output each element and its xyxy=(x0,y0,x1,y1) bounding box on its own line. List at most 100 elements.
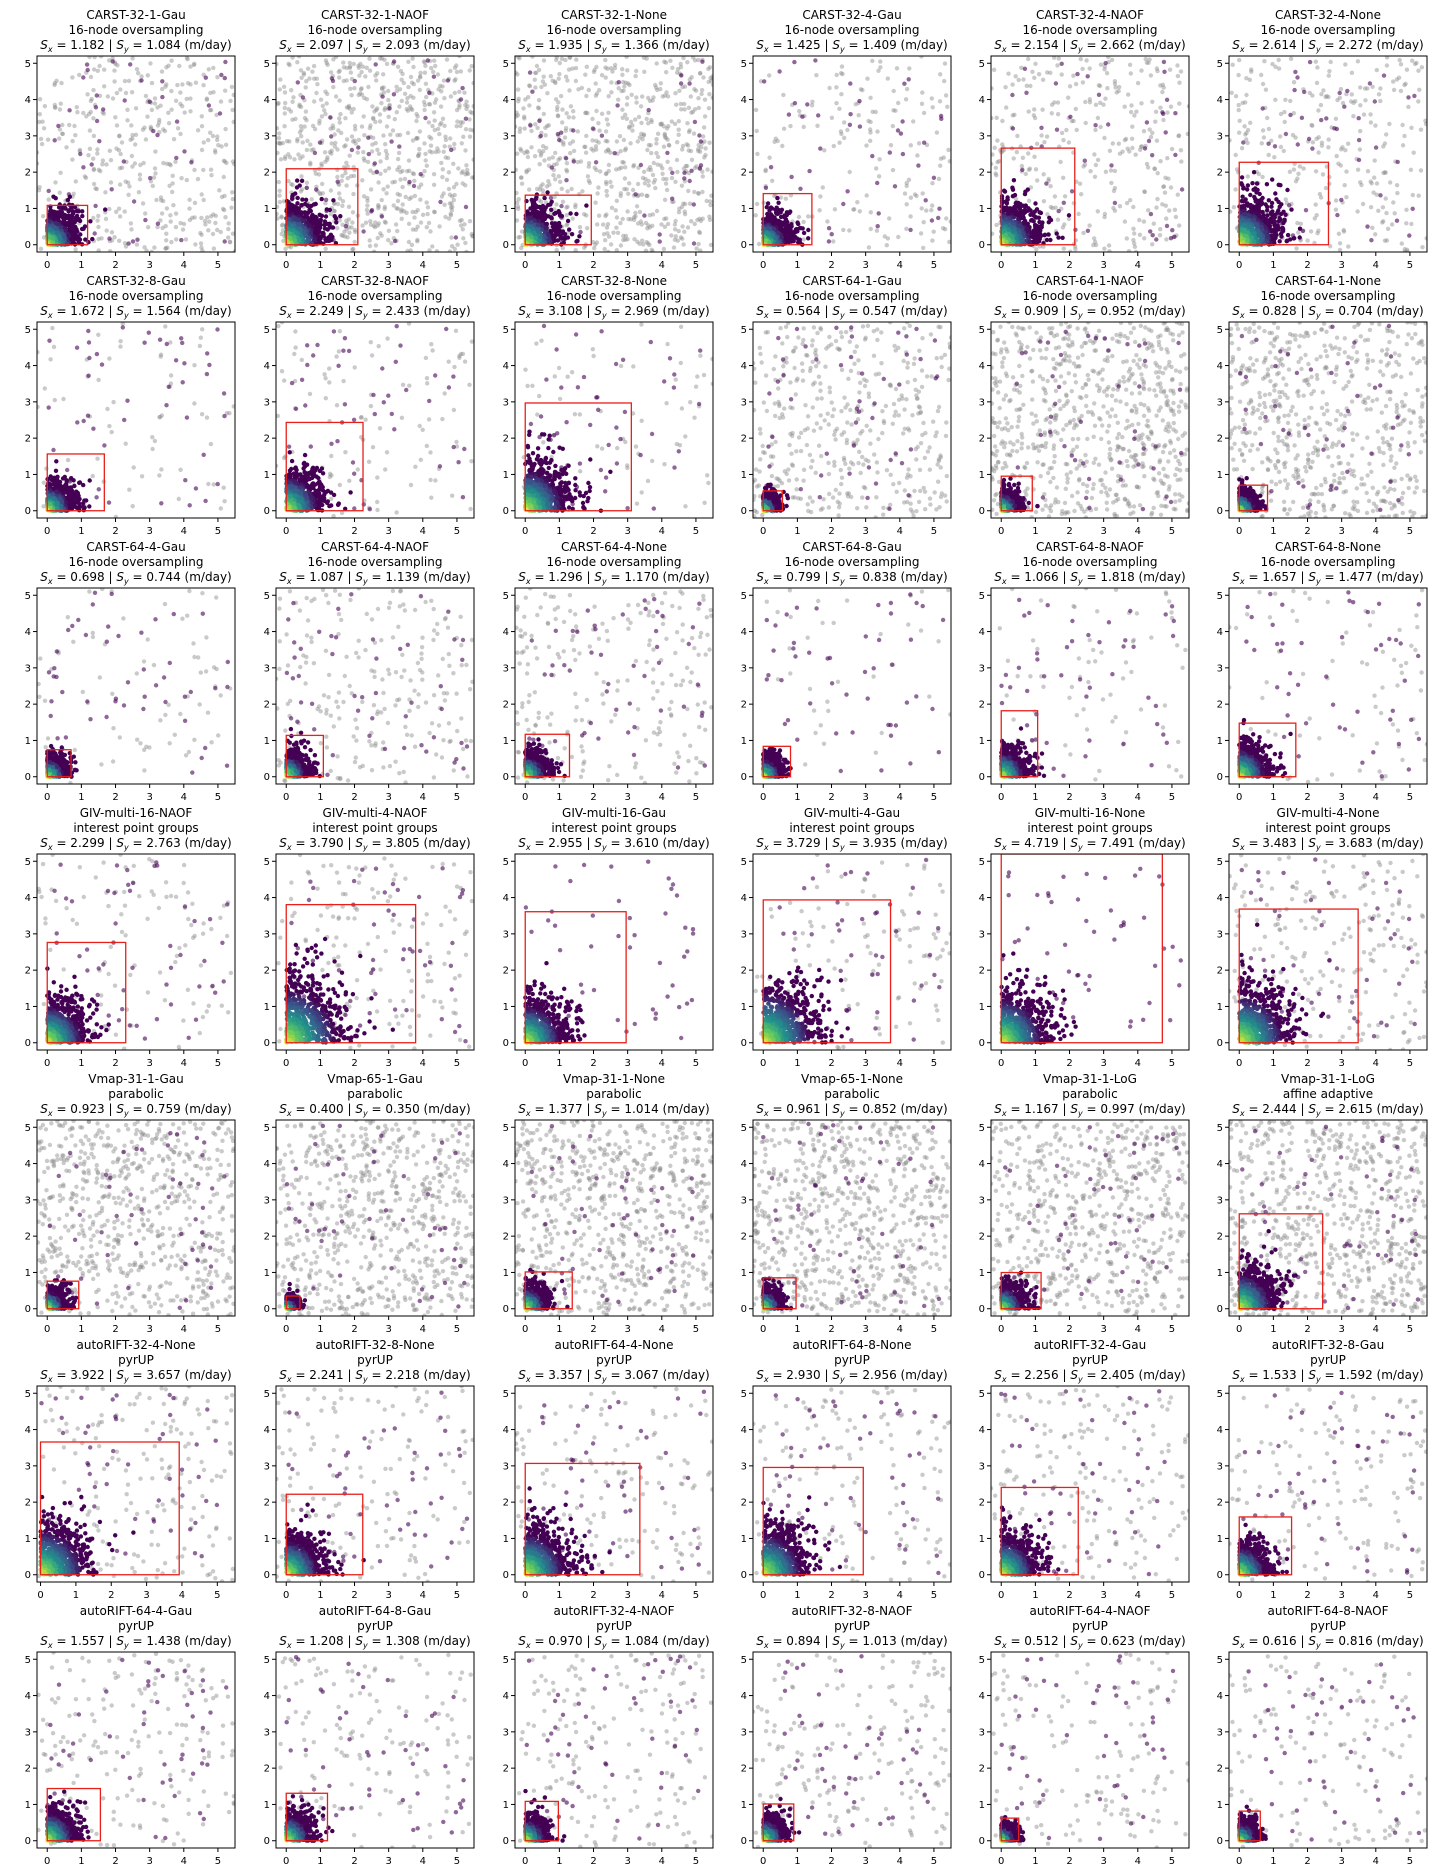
outlier-point xyxy=(1082,158,1088,163)
grey-point xyxy=(404,210,409,215)
grey-point xyxy=(336,128,341,133)
density-point xyxy=(773,235,778,241)
grey-point xyxy=(1162,190,1168,195)
grey-point xyxy=(405,130,411,136)
outlier-point xyxy=(46,188,51,194)
grey-point xyxy=(622,176,628,181)
grey-point xyxy=(406,59,411,64)
grey-point xyxy=(568,104,574,109)
grey-point xyxy=(685,225,691,230)
grey-point xyxy=(311,147,316,152)
grey-point xyxy=(634,100,639,105)
grey-point xyxy=(452,192,457,198)
grey-point xyxy=(195,128,201,133)
grey-point xyxy=(436,87,441,92)
grey-point xyxy=(148,61,153,66)
grey-point xyxy=(467,134,473,139)
grey-point xyxy=(675,238,680,243)
grey-point xyxy=(605,222,611,227)
grey-point xyxy=(634,95,639,100)
grey-point xyxy=(639,192,645,197)
grey-point xyxy=(188,109,193,114)
grey-point xyxy=(906,177,912,182)
grey-point xyxy=(625,81,631,86)
grey-point xyxy=(77,72,82,78)
grey-point xyxy=(517,129,522,134)
outlier-point xyxy=(93,203,98,209)
grey-point xyxy=(420,212,426,217)
grey-point xyxy=(649,119,654,125)
grey-point xyxy=(537,162,542,167)
grey-point xyxy=(397,192,403,198)
grey-point xyxy=(406,221,412,226)
grey-point xyxy=(653,185,658,191)
grey-point xyxy=(180,104,185,109)
grey-point xyxy=(1014,149,1019,155)
outlier-point xyxy=(130,239,136,244)
grey-point xyxy=(151,175,157,180)
grey-point xyxy=(70,138,75,144)
grey-point xyxy=(332,144,338,149)
grey-point xyxy=(904,183,909,189)
grey-point xyxy=(310,123,316,129)
grey-point xyxy=(893,108,898,113)
grey-point xyxy=(311,63,317,69)
grey-point xyxy=(287,139,292,144)
grey-point xyxy=(1160,202,1165,207)
grey-point xyxy=(919,56,924,59)
grey-point xyxy=(519,229,525,234)
grey-point xyxy=(604,171,609,176)
grey-point xyxy=(696,190,701,196)
density-point xyxy=(765,201,771,206)
grey-point xyxy=(1103,96,1108,101)
grey-point xyxy=(614,139,620,144)
outlier-point xyxy=(1168,236,1174,241)
grey-point xyxy=(553,177,558,182)
grey-point xyxy=(662,224,668,229)
grey-point xyxy=(429,65,434,71)
grey-point xyxy=(110,96,116,101)
grey-point xyxy=(299,127,304,132)
grey-point xyxy=(96,248,101,252)
grey-point xyxy=(1108,168,1114,173)
grey-point xyxy=(541,58,547,63)
grey-point xyxy=(193,242,198,247)
grey-point xyxy=(614,215,620,220)
outlier-point xyxy=(160,79,165,84)
outlier-point xyxy=(174,119,180,124)
outlier-point xyxy=(530,89,535,94)
grey-point xyxy=(409,242,415,248)
grey-point xyxy=(681,201,686,206)
grey-point xyxy=(1041,199,1047,204)
grey-point xyxy=(421,99,427,105)
grey-point xyxy=(655,154,661,160)
grey-point xyxy=(339,130,344,136)
grey-point xyxy=(708,75,713,81)
grey-point xyxy=(1026,198,1032,203)
grey-point xyxy=(1148,134,1154,140)
grey-point xyxy=(276,126,280,131)
grey-point xyxy=(281,84,287,90)
outlier-point xyxy=(438,199,443,205)
grey-point xyxy=(763,167,768,172)
outlier-point xyxy=(555,131,561,137)
grey-point xyxy=(384,155,389,161)
grey-point xyxy=(1142,236,1147,241)
grey-point xyxy=(570,66,575,71)
grey-point xyxy=(618,220,623,226)
grey-point xyxy=(170,173,175,178)
grey-point xyxy=(350,139,356,144)
grey-point xyxy=(586,164,591,169)
grey-point xyxy=(203,222,208,227)
grey-point xyxy=(323,159,328,164)
grey-point xyxy=(1129,103,1134,108)
grey-point xyxy=(320,103,325,109)
grey-point xyxy=(1154,138,1160,143)
grey-point xyxy=(853,102,858,107)
grey-point xyxy=(351,106,356,112)
grey-point xyxy=(279,223,285,228)
grey-point xyxy=(708,199,713,204)
grey-point xyxy=(655,162,660,167)
density-point xyxy=(69,205,74,210)
